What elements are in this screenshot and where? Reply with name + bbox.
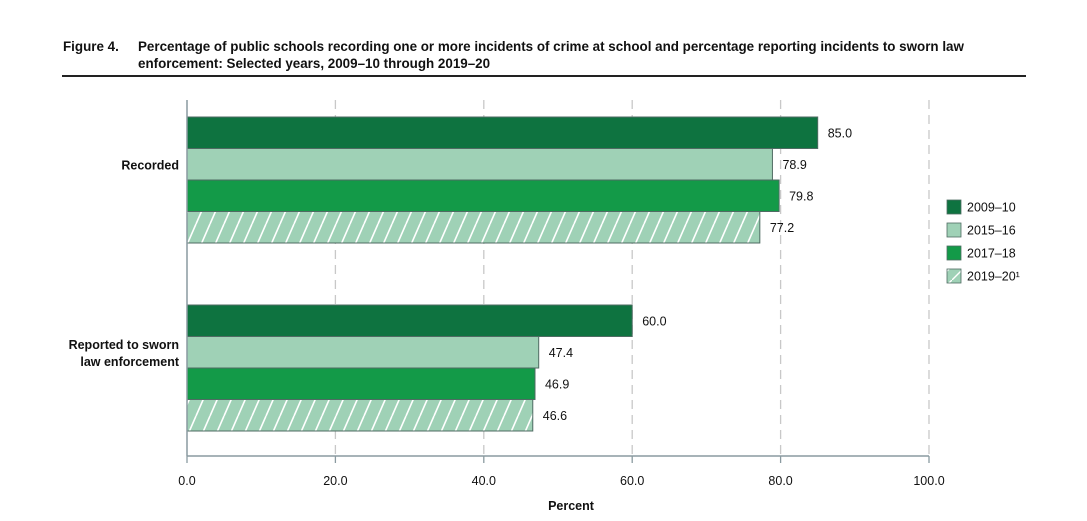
data-label: 46.9 bbox=[545, 377, 569, 391]
x-axis-label: Percent bbox=[548, 499, 595, 513]
legend-swatch bbox=[946, 222, 962, 238]
category-label: law enforcement bbox=[80, 355, 179, 369]
data-label: 46.6 bbox=[543, 409, 567, 423]
bar bbox=[186, 367, 536, 400]
bar bbox=[186, 116, 819, 149]
bar bbox=[186, 304, 633, 337]
legend-swatch bbox=[946, 245, 962, 261]
x-tick-label: 100.0 bbox=[913, 474, 944, 488]
x-tick-label: 40.0 bbox=[472, 474, 496, 488]
bar bbox=[186, 336, 540, 369]
x-tick-label: 0.0 bbox=[178, 474, 195, 488]
data-label: 60.0 bbox=[642, 314, 666, 328]
figure-title-text: Percentage of public schools recording o… bbox=[138, 39, 964, 71]
x-axis: 0.0 20.0 40.0 60.0 80.0 100.0 bbox=[178, 100, 945, 488]
title-rule bbox=[62, 75, 1026, 77]
x-tick-label: 20.0 bbox=[323, 474, 347, 488]
data-label: 79.8 bbox=[789, 189, 813, 203]
legend-label: 2017–18 bbox=[967, 247, 1016, 261]
bar bbox=[186, 399, 534, 432]
bar bbox=[186, 179, 780, 212]
data-labels: 85.0 78.9 79.8 77.2 60.0 47.4 46.9 46.6 bbox=[543, 126, 852, 423]
bar bbox=[186, 148, 773, 181]
category-labels: Recorded Reported to sworn law enforcement bbox=[69, 159, 180, 370]
data-label: 78.9 bbox=[782, 158, 806, 172]
figure-number: Figure 4. bbox=[63, 39, 119, 54]
x-tick-label: 60.0 bbox=[620, 474, 644, 488]
bars bbox=[186, 116, 819, 432]
category-label: Reported to sworn bbox=[69, 338, 179, 352]
legend-swatch bbox=[946, 199, 962, 215]
data-label: 47.4 bbox=[549, 346, 573, 360]
data-label: 77.2 bbox=[770, 221, 794, 235]
legend-swatch bbox=[946, 268, 962, 284]
legend-label: 2015–16 bbox=[967, 224, 1016, 238]
legend-label: 2019–20¹ bbox=[967, 270, 1020, 284]
data-label: 85.0 bbox=[828, 126, 852, 140]
legend-label: 2009–10 bbox=[967, 201, 1016, 215]
category-label: Recorded bbox=[121, 159, 179, 173]
bar bbox=[186, 211, 761, 244]
x-tick-label: 80.0 bbox=[768, 474, 792, 488]
legend: 2009–10 2015–16 2017–18 2019–20¹ bbox=[946, 199, 1020, 284]
